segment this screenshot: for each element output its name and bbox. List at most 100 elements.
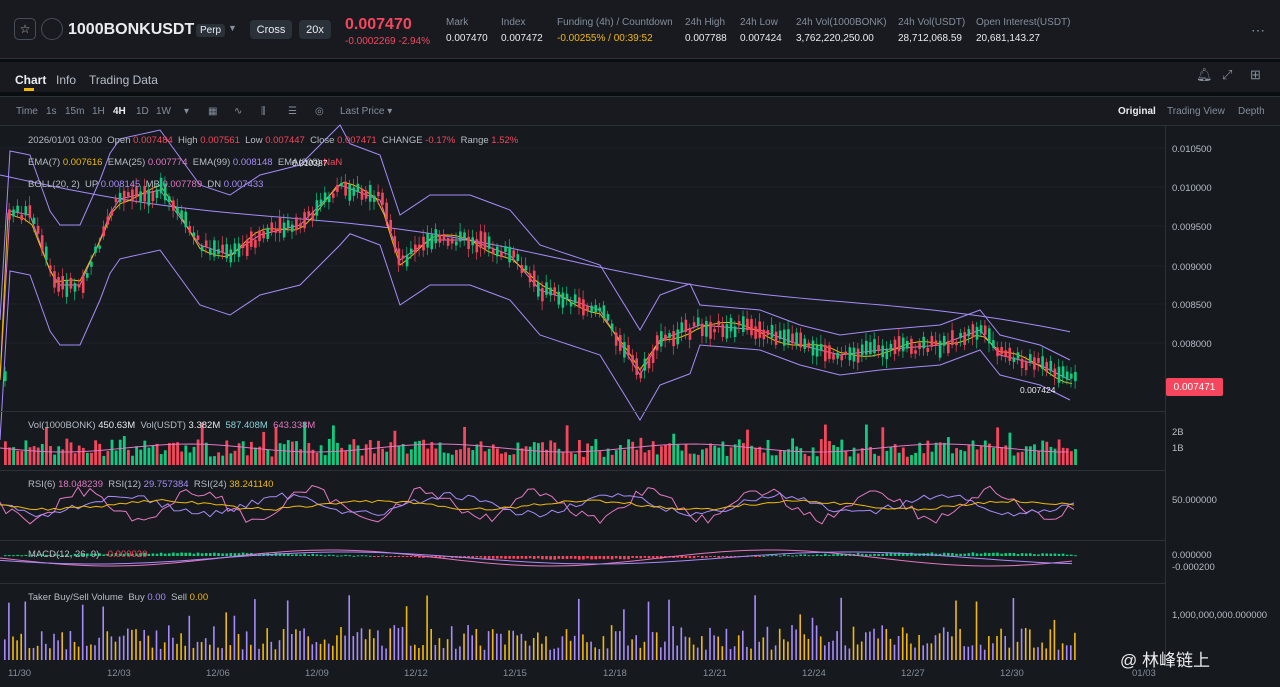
candle-body — [28, 205, 32, 218]
volume-bar — [332, 425, 335, 465]
date-tick: 12/09 — [305, 668, 329, 679]
chart-area[interactable] — [0, 126, 1280, 687]
symbol-title[interactable]: 1000BONKUSDT — [68, 21, 195, 38]
macd-bar — [286, 553, 290, 556]
candle-body — [778, 330, 782, 339]
candle-body — [832, 354, 835, 360]
macd-bar — [36, 555, 40, 557]
macd-bar — [717, 556, 720, 558]
interval-dropdown-icon[interactable]: ▾ — [184, 106, 190, 117]
volume-bar — [12, 447, 15, 465]
volume-bar — [869, 446, 872, 465]
more-icon[interactable]: ⋯ — [1251, 22, 1266, 38]
taker-bar — [668, 599, 670, 660]
margin-mode-button[interactable]: Cross — [250, 20, 292, 39]
expand-icon[interactable]: ⤢ — [1222, 67, 1233, 82]
interval-4h[interactable]: 4H — [113, 106, 126, 117]
candle-body — [508, 246, 511, 263]
taker-bar — [139, 640, 141, 660]
candle-body — [348, 184, 351, 201]
macd-bar — [975, 553, 979, 556]
candle-body — [668, 332, 671, 338]
volume-bar — [553, 442, 557, 465]
leverage-button[interactable]: 20x — [299, 20, 331, 39]
macd-bar — [988, 553, 991, 556]
macd-bar — [504, 556, 507, 559]
candle-body — [405, 255, 409, 267]
macd-bar — [791, 555, 794, 557]
candle-body — [319, 199, 323, 207]
tab-chart[interactable]: Chart — [15, 73, 47, 87]
settings-icon[interactable]: ☰ — [288, 106, 297, 117]
interval-1h[interactable]: 1H — [92, 106, 105, 117]
candle-body — [930, 335, 934, 347]
macd-bar — [229, 553, 233, 556]
macd-bar — [729, 556, 733, 557]
candle-body — [578, 297, 581, 308]
taker-bar — [787, 641, 789, 660]
candle-body — [766, 330, 770, 336]
macd-bar — [1074, 555, 1077, 557]
taker-bar — [8, 602, 10, 660]
view-original[interactable]: Original — [1118, 106, 1156, 117]
candle-body — [225, 244, 228, 259]
coin-logo — [41, 18, 63, 40]
view-depth[interactable]: Depth — [1238, 106, 1265, 117]
bell-icon[interactable]: 🔔︎ — [1196, 67, 1213, 82]
volume-bar — [114, 450, 118, 465]
calendar-icon[interactable]: ▦ — [208, 106, 218, 117]
price-type-select[interactable]: Last Price ▾ — [340, 106, 393, 117]
volume-bar — [438, 442, 442, 465]
volume-bar — [910, 455, 913, 465]
tab-info[interactable]: Info — [56, 73, 77, 87]
candle-body — [450, 238, 454, 244]
candle-body — [811, 340, 815, 356]
chart-toolbar: Time 1s 15m 1H 4H 1D 1W ▾ ▦ ∿ ⫼ ☰ ◎ Last… — [0, 96, 1280, 126]
candle-body — [852, 347, 856, 362]
taker-bar — [459, 646, 461, 660]
view-trading-view[interactable]: Trading View — [1167, 106, 1225, 117]
volume-bar — [688, 453, 692, 465]
taker-bar — [487, 631, 490, 660]
draw-tool-icon[interactable]: ◎ — [315, 106, 324, 117]
candle-body — [1000, 346, 1003, 355]
candle-body — [906, 341, 909, 349]
interval-1s[interactable]: 1s — [46, 106, 57, 117]
taker-bar — [672, 626, 674, 660]
interval-1w[interactable]: 1W — [156, 106, 171, 117]
taker-bar — [373, 638, 375, 660]
candle-body — [356, 183, 360, 193]
tab-trading-data[interactable]: Trading Data — [89, 73, 158, 87]
volume-bar — [701, 449, 704, 465]
candle-body — [262, 230, 265, 239]
taker-bar — [639, 647, 642, 660]
macd-bar — [930, 552, 934, 556]
candle-body — [705, 321, 708, 337]
candle-body — [184, 211, 187, 228]
candle-body — [959, 332, 962, 338]
taker-bar — [934, 635, 937, 660]
volume-bar — [1045, 441, 1049, 465]
macd-bar — [1049, 553, 1053, 556]
taker-bar — [295, 629, 297, 660]
taker-bar — [938, 633, 941, 660]
chevron-down-icon[interactable]: ▼ — [228, 23, 237, 33]
interval-1d[interactable]: 1D — [136, 106, 149, 117]
volume-bar — [725, 455, 729, 465]
taker-bar — [783, 639, 785, 660]
candle-type-icon[interactable]: ⫼ — [261, 106, 266, 117]
candle-body — [897, 336, 901, 352]
interval-15m[interactable]: 15m — [65, 106, 85, 117]
volume-bar — [151, 445, 155, 465]
macd-bar — [45, 554, 48, 556]
taker-bar — [315, 641, 318, 660]
candle-body — [979, 325, 983, 334]
macd-bar — [348, 555, 351, 557]
volume-bar — [192, 446, 196, 465]
star-icon[interactable]: ☆ — [14, 18, 36, 40]
grid-icon[interactable]: ⊞ — [1250, 67, 1261, 82]
taker-bar — [664, 641, 666, 660]
indicator-icon[interactable]: ∿ — [234, 106, 243, 117]
taker-bar — [36, 645, 39, 660]
